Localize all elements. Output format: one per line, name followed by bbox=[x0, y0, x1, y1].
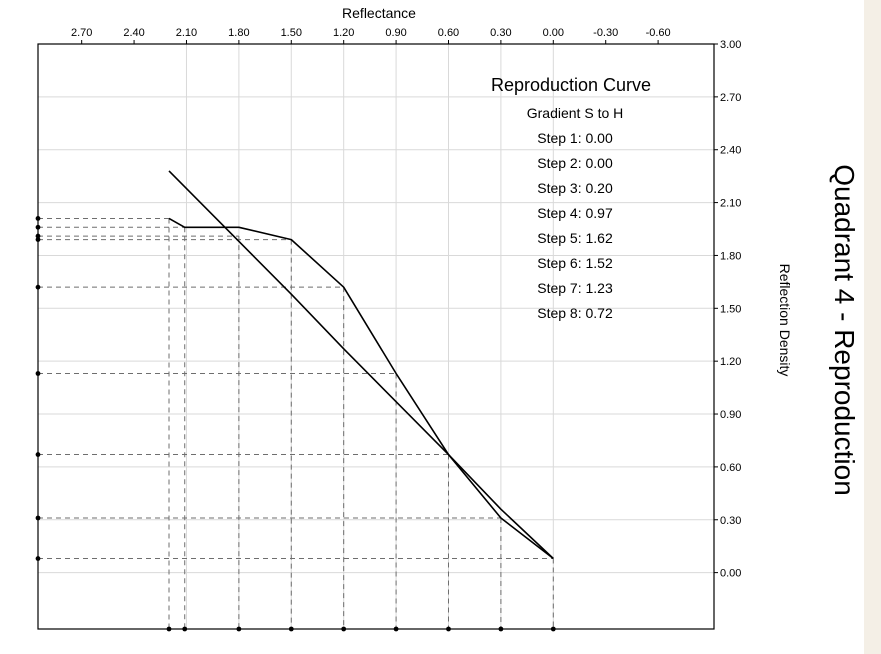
y-tick-label: 0.90 bbox=[720, 409, 741, 421]
x-tick-label: 2.40 bbox=[123, 27, 144, 39]
left-edge-marker bbox=[35, 233, 41, 239]
y-tick-label: 1.80 bbox=[720, 250, 741, 262]
tick-layer: 2.70 2.40 2.10 1.80 1.50 1.20 0.90 0.60 0.30 0.00… bbox=[71, 27, 741, 580]
y-tick-label: 3.00 bbox=[720, 39, 741, 51]
legend-line: Step 5: 1.62 bbox=[537, 230, 613, 246]
bottom-edge-marker bbox=[550, 626, 556, 632]
bottom-edge-marker bbox=[236, 626, 242, 632]
bottom-edge-marker bbox=[393, 626, 399, 632]
marker-layer bbox=[35, 216, 556, 632]
bottom-edge-marker bbox=[166, 626, 172, 632]
x-tick-label: 0.60 bbox=[438, 27, 459, 39]
left-edge-marker bbox=[35, 452, 41, 457]
legend: Reproduction Curve Gradient S to H Step 1… bbox=[491, 75, 651, 321]
legend-line: Step 4: 0.97 bbox=[537, 205, 613, 221]
dropline-layer bbox=[38, 217, 554, 629]
quadrant-title: Quadrant 4 - Reproduction bbox=[829, 164, 860, 496]
left-edge-marker bbox=[35, 515, 41, 521]
left-edge-marker bbox=[35, 556, 41, 561]
x-tick-label: -0.60 bbox=[646, 27, 671, 39]
y-tick-label: 0.00 bbox=[720, 568, 741, 580]
left-edge-marker bbox=[35, 237, 41, 242]
left-edge-marker bbox=[35, 371, 41, 376]
reference-line bbox=[168, 170, 554, 560]
x-tick-label: 0.00 bbox=[543, 27, 564, 39]
reproduction-curve bbox=[168, 217, 554, 560]
y-axis-title: Reflection Density bbox=[777, 264, 793, 377]
y-tick-label: 0.30 bbox=[720, 515, 741, 527]
x-tick-label: 0.90 bbox=[385, 27, 406, 39]
left-edge-marker bbox=[35, 284, 41, 290]
bottom-edge-marker bbox=[288, 626, 294, 632]
y-tick-label: 1.20 bbox=[720, 356, 741, 368]
legend-line: Step 1: 0.00 bbox=[537, 130, 613, 146]
legend-line: Step 7: 1.23 bbox=[537, 280, 613, 296]
x-tick-label: 1.50 bbox=[281, 27, 302, 39]
legend-lines: Gradient S to H Step 1: 0.00 Step 2: 0.00 S… bbox=[527, 105, 624, 321]
x-tick-label: 1.20 bbox=[333, 27, 354, 39]
x-axis-title: Reflectance bbox=[342, 5, 416, 21]
x-tick-label: 2.10 bbox=[176, 27, 197, 39]
x-tick-label: -0.30 bbox=[593, 27, 618, 39]
bottom-edge-marker bbox=[182, 626, 188, 632]
legend-line: Gradient S to H bbox=[527, 105, 624, 121]
legend-line: Step 6: 1.52 bbox=[537, 255, 613, 271]
y-tick-label: 2.70 bbox=[720, 92, 741, 104]
series-layer bbox=[168, 170, 554, 560]
bottom-edge-marker bbox=[341, 626, 347, 632]
bottom-edge-marker bbox=[446, 626, 451, 632]
left-edge-marker bbox=[35, 216, 41, 221]
bottom-edge-marker bbox=[498, 626, 504, 632]
y-tick-label: 2.40 bbox=[720, 145, 741, 157]
x-tick-label: 2.70 bbox=[71, 27, 92, 39]
right-panel bbox=[864, 0, 881, 654]
legend-line: Step 2: 0.00 bbox=[537, 155, 613, 171]
legend-line: Step 8: 0.72 bbox=[537, 305, 613, 321]
y-tick-label: 2.10 bbox=[720, 198, 741, 210]
y-tick-label: 0.60 bbox=[720, 462, 741, 474]
plot-frame bbox=[37, 43, 715, 630]
legend-line: Step 3: 0.20 bbox=[537, 180, 613, 196]
x-tick-label: 1.80 bbox=[228, 27, 249, 39]
legend-title: Reproduction Curve bbox=[491, 75, 651, 95]
left-edge-marker bbox=[35, 224, 41, 230]
x-tick-label: 0.30 bbox=[490, 27, 511, 39]
y-tick-label: 1.50 bbox=[720, 303, 741, 315]
